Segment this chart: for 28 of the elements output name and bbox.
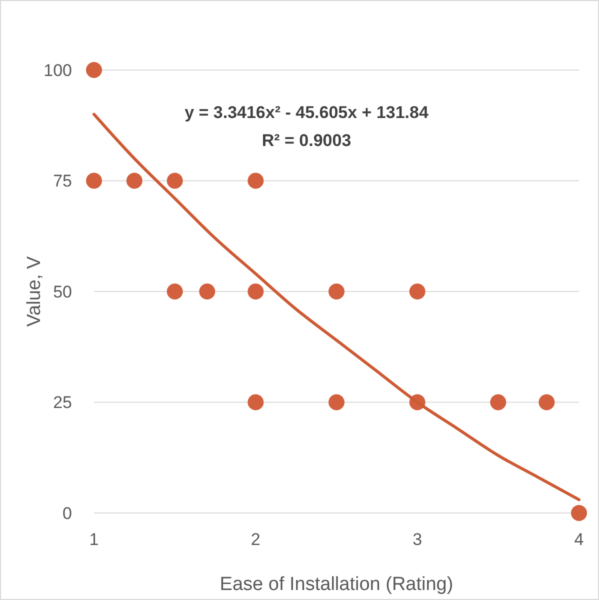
x-tick-label: 4 [574,530,584,549]
point [86,62,102,78]
y-tick-label: 0 [62,504,72,523]
x-axis-title: Ease of Installation (Rating) [220,574,454,595]
point [328,394,344,410]
x-tick-label: 2 [250,530,260,549]
x-tick-label: 1 [89,530,99,549]
point [409,284,426,300]
point [199,284,216,300]
point [126,172,142,189]
annotation: R² = 0.9003 [262,131,352,150]
x-tick-label: 3 [412,530,422,549]
point [248,284,264,300]
y-tick-label: 100 [44,60,72,80]
point [571,505,587,521]
point [538,394,555,410]
point [166,284,183,300]
point [328,284,344,300]
y-tick-label: 75 [53,172,72,191]
y-tick-label: 50 [53,282,72,302]
point [248,172,264,189]
y-tick-label: 25 [53,393,72,412]
point [248,394,264,410]
annotation: y = 3.3416x² - 45.605x + 131.84 [184,103,429,122]
y-axis-title: Value, V [24,256,45,327]
point [86,172,102,189]
point [490,394,506,410]
point [166,172,183,189]
